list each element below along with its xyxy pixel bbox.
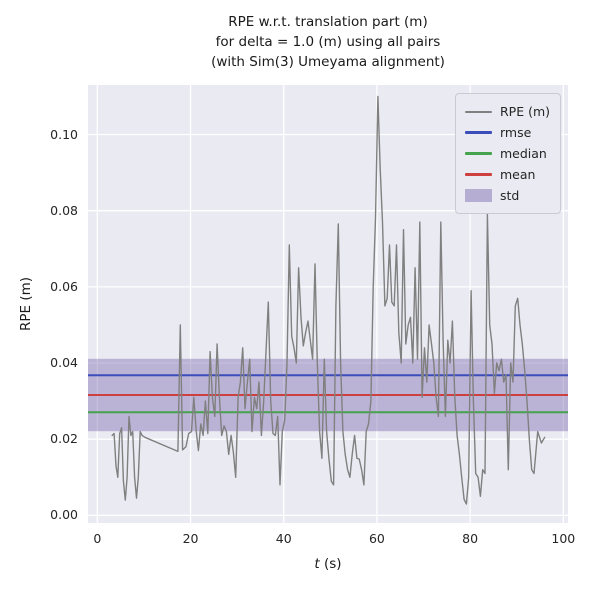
mean-line-swatch-icon [464, 173, 492, 176]
legend-item-rmse: rmse [464, 122, 550, 143]
y-axis-label: RPE (m) [18, 276, 34, 332]
chart-title: RPE w.r.t. translation part (m) for delt… [88, 12, 568, 72]
y-tick-label: 0.08 [50, 202, 78, 218]
y-tick-label: 0.00 [50, 507, 78, 523]
legend-item-rpe: RPE (m) [464, 101, 550, 122]
x-tick-label: 40 [275, 531, 292, 546]
legend-label-median: median [499, 146, 547, 161]
y-tick-label: 0.04 [50, 355, 78, 371]
y-tick-label: 0.02 [50, 431, 78, 447]
legend: RPE (m) rmse median mean std [454, 93, 561, 214]
y-tick-label: 0.10 [50, 126, 78, 142]
legend-label-rpe: RPE (m) [499, 104, 550, 119]
chart-title-line-2: for delta = 1.0 (m) using all pairs [215, 34, 441, 50]
x-axis-label-unit: (s) [319, 556, 342, 572]
legend-item-median: median [464, 143, 550, 164]
chart-title-line-3: (with Sim(3) Umeyama alignment) [211, 54, 445, 70]
y-tick-label: 0.06 [50, 278, 78, 294]
legend-label-mean: mean [499, 167, 536, 182]
legend-label-rmse: rmse [499, 125, 532, 140]
legend-item-mean: mean [464, 164, 550, 185]
std-band-swatch-icon [464, 189, 492, 202]
x-axis-label-variable: t [314, 556, 320, 572]
median-line-swatch-icon [464, 152, 492, 155]
x-tick-label: 100 [551, 531, 576, 546]
legend-label-std: std [499, 188, 520, 203]
x-tick-label: 80 [462, 531, 479, 546]
x-tick-label: 0 [93, 531, 102, 546]
x-tick-label: 20 [182, 531, 199, 546]
rpe-line-swatch-icon [464, 110, 492, 113]
x-tick-label: 60 [368, 531, 385, 546]
rpe-line [111, 95, 546, 505]
x-axis-label: t (s) [88, 556, 568, 572]
rmse-line-swatch-icon [464, 131, 492, 134]
chart-title-line-1: RPE w.r.t. translation part (m) [228, 14, 428, 30]
legend-item-std: std [464, 185, 550, 206]
